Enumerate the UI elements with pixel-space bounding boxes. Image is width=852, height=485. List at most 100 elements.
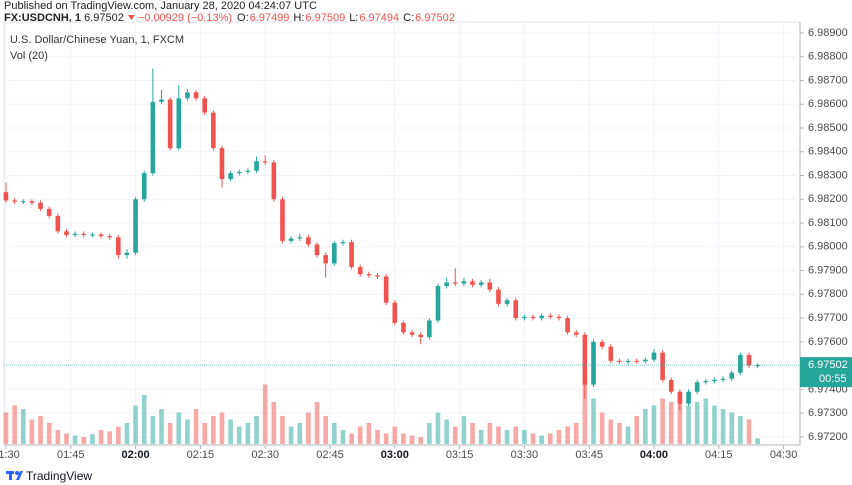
candle-body: [755, 365, 760, 367]
candle-body: [81, 233, 87, 235]
volume-bar: [755, 438, 760, 444]
volume-bar: [573, 423, 579, 444]
ohlc-value: 6.97509: [305, 12, 345, 24]
x-tick-label: 04:15: [705, 449, 733, 461]
candle-body: [504, 300, 510, 304]
candle-body: [228, 173, 233, 180]
candle-body: [12, 200, 17, 202]
volume-bar: [625, 426, 631, 444]
candle-body: [323, 255, 328, 264]
candle-body: [565, 318, 570, 333]
volume-bar: [202, 423, 208, 444]
candle-body: [392, 302, 398, 323]
x-tick-label: 03:45: [575, 449, 603, 461]
candle-body: [651, 352, 657, 360]
volume-bar: [591, 398, 596, 444]
volume-bar: [72, 435, 78, 444]
candle-body: [738, 354, 743, 373]
volume-bar: [617, 423, 622, 444]
grid: [4, 22, 800, 445]
volume-bar: [98, 430, 104, 444]
volume-bar: [694, 402, 700, 444]
candle-body: [357, 267, 363, 275]
volume-bar: [703, 398, 709, 444]
ohlc-label: H:: [293, 12, 304, 24]
y-tick-label: 6.97600: [808, 336, 848, 348]
x-tick-label: 03:30: [511, 449, 539, 461]
y-tick-label: 6.98100: [808, 217, 848, 229]
volume-bar: [599, 412, 605, 444]
candle-layer: [3, 68, 760, 411]
down-arrow: [127, 15, 135, 20]
candle-body: [202, 98, 208, 113]
y-tick-label: 6.98300: [808, 169, 848, 181]
candle-body: [591, 341, 596, 385]
candle-body: [522, 316, 527, 319]
volume-bar: [280, 416, 285, 444]
volume-bar: [262, 384, 268, 444]
candle-body: [133, 199, 138, 253]
volume-bar: [470, 423, 475, 444]
volume-bar: [236, 426, 242, 444]
volume-bar: [720, 409, 726, 444]
candle-body: [29, 201, 35, 203]
candle-body: [573, 332, 579, 335]
candle-body: [452, 282, 458, 284]
volume-bar: [746, 419, 752, 444]
logo-slash: [16, 471, 23, 480]
volume-bar: [81, 437, 87, 444]
ohlc-label: C:: [403, 12, 414, 24]
candle-body: [193, 92, 199, 99]
candle-body: [314, 244, 320, 256]
volume-bar: [90, 434, 95, 444]
volume-bar: [211, 416, 216, 444]
volume-bar: [340, 430, 346, 444]
logo-dot: [15, 471, 19, 475]
volume-bar: [496, 426, 501, 444]
x-tick-label: 03:15: [446, 449, 474, 461]
footer-brand: TradingView: [26, 469, 92, 483]
volume-bar: [150, 416, 156, 444]
candle-body: [660, 352, 665, 380]
candle-body: [38, 202, 43, 209]
candle-body: [608, 346, 614, 361]
volume-bar: [288, 426, 294, 444]
x-tick-label: 03:00: [381, 449, 409, 461]
change: −0.00929 (−0.13%): [138, 12, 232, 24]
volume-bar: [366, 423, 372, 444]
candle-body: [332, 243, 337, 264]
volume-bar: [116, 426, 121, 444]
candle-body: [686, 391, 691, 404]
chart-title: U.S. Dollar/Chinese Yuan, 1, FXCM: [10, 34, 184, 46]
volume-bar: [254, 416, 259, 444]
volume-bar: [29, 419, 35, 444]
candle-body: [556, 316, 562, 319]
volume-bar: [20, 409, 26, 444]
volume-bar: [556, 430, 562, 444]
candle-body: [64, 231, 69, 235]
candle-body: [107, 236, 112, 238]
ohlc-value: 6.97499: [250, 12, 290, 24]
x-tick-label: 04:30: [770, 449, 798, 461]
candle-body: [98, 234, 104, 237]
volume-bar: [107, 431, 112, 444]
volume-bar: [12, 405, 17, 444]
volume-bar: [64, 433, 69, 444]
x-tick-label: 02:30: [251, 449, 279, 461]
y-tick-label: 6.97200: [808, 431, 848, 443]
candle-body: [124, 252, 130, 256]
candle-body: [427, 320, 432, 338]
y-tick-label: 6.98500: [808, 122, 848, 134]
candle-body: [262, 161, 268, 163]
volume-bar: [176, 412, 182, 444]
x-tick-label: 02:00: [122, 449, 150, 461]
candle-body: [46, 208, 52, 216]
volume-bar: [548, 433, 553, 444]
candle-body: [349, 242, 354, 268]
candle-body: [496, 289, 501, 304]
volume-bar: [193, 409, 199, 444]
y-tick-label: 6.98800: [808, 51, 848, 63]
candle-body: [634, 360, 640, 362]
last-price: 6.97502: [84, 12, 124, 24]
